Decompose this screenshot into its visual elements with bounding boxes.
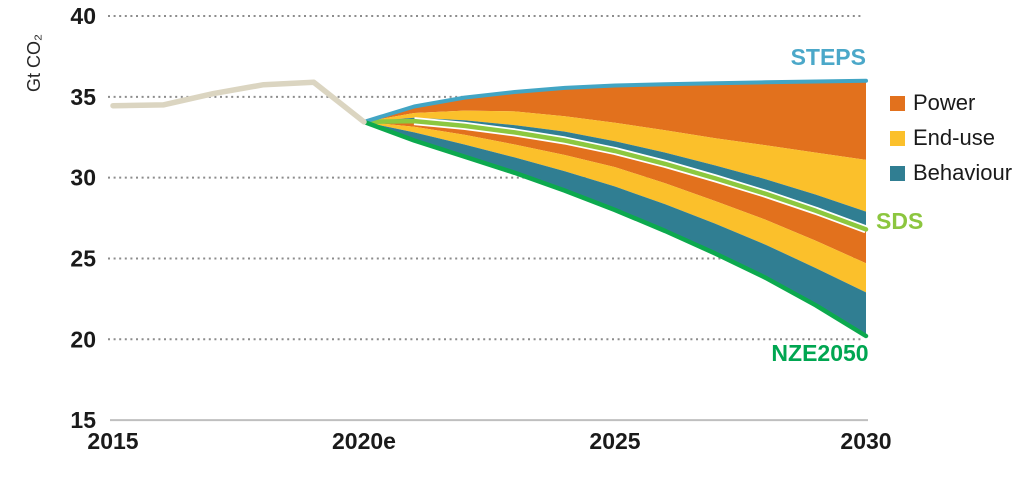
y-tick-label-30: 30 xyxy=(70,165,96,191)
legend-label-power: Power xyxy=(913,90,976,115)
sds-scenario-label: SDS xyxy=(876,208,924,234)
nze2050-scenario-label: NZE2050 xyxy=(771,340,869,366)
power-wedge-upper xyxy=(364,80,866,160)
legend-item-behaviour: Behaviour xyxy=(890,162,1012,184)
y-axis-title: Gt CO₂ xyxy=(24,34,44,92)
historical-line xyxy=(110,79,367,125)
x-tick-label-2020e: 2020e xyxy=(332,428,396,454)
enduse-swatch-icon xyxy=(890,130,905,146)
y-tick-label-25: 25 xyxy=(70,245,96,271)
steps-line xyxy=(362,78,868,124)
y-tick-label-35: 35 xyxy=(70,84,96,110)
legend: Power End-use Behaviour xyxy=(890,92,1012,184)
x-tick-label-2030: 2030 xyxy=(840,428,891,454)
enduse-wedge-upper xyxy=(364,110,866,212)
nze2050-line xyxy=(361,119,869,339)
x-tick-label-2025: 2025 xyxy=(589,428,640,454)
steps-scenario-label: STEPS xyxy=(790,44,866,70)
power-swatch-icon xyxy=(890,95,905,111)
legend-item-power: Power xyxy=(890,92,1012,114)
behaviour-swatch-icon xyxy=(890,165,905,181)
x-tick-label-2015: 2015 xyxy=(87,428,138,454)
sds-line xyxy=(361,118,869,232)
y-tick-label-20: 20 xyxy=(70,326,96,352)
y-tick-label-40: 40 xyxy=(70,3,96,29)
legend-label-enduse: End-use xyxy=(913,125,995,150)
y-tick-label-15: 15 xyxy=(70,407,96,433)
legend-label-behaviour: Behaviour xyxy=(913,160,1013,185)
legend-item-enduse: End-use xyxy=(890,127,1012,149)
